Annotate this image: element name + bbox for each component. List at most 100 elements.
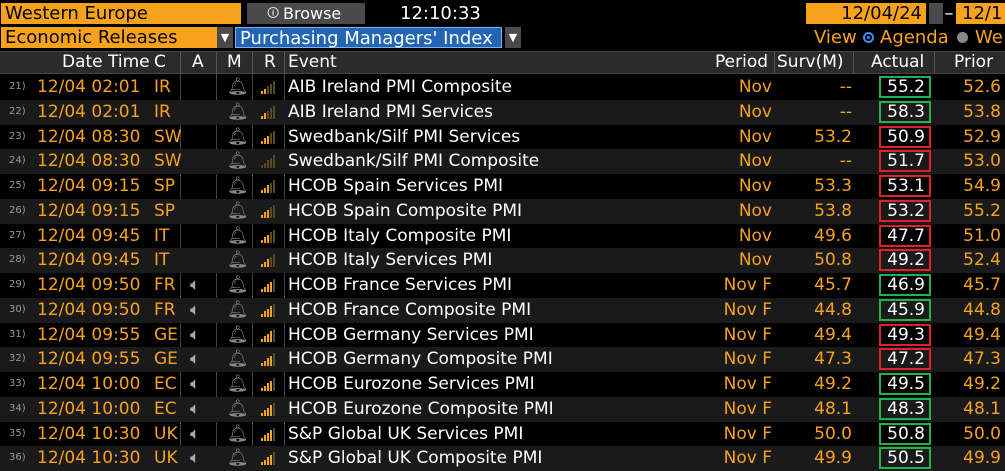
col-datetime[interactable]: Date Time bbox=[62, 52, 150, 72]
row-event: HCOB Eurozone Composite PMI bbox=[288, 398, 554, 419]
row-prior: 53.0 bbox=[963, 151, 1001, 172]
table-row[interactable]: 21) 12/04 02:01 IR 🔔︎ AIB Ireland PMI Compos… bbox=[0, 75, 1005, 100]
browse-label: Browse bbox=[283, 4, 342, 23]
row-event: S&P Global UK Composite PMI bbox=[288, 448, 543, 469]
speaker-icon[interactable]: 🔈︎ bbox=[190, 349, 201, 370]
table-row[interactable]: 33) 12/04 10:00 EC 🔈︎ 🔔︎ HCOB Eurozone Servic… bbox=[0, 372, 1005, 397]
bell-icon[interactable]: 🔔︎ bbox=[227, 200, 249, 221]
table-row[interactable]: 22) 12/04 02:01 IR 🔔︎ AIB Ireland PMI Servic… bbox=[0, 99, 1005, 125]
speaker-icon[interactable]: 🔈︎ bbox=[190, 324, 201, 345]
row-actual: 51.7 bbox=[887, 151, 925, 172]
row-number: 27) bbox=[9, 229, 26, 241]
bell-icon[interactable]: 🔔︎ bbox=[227, 151, 249, 172]
speaker-icon[interactable]: 🔈︎ bbox=[190, 423, 201, 444]
table-row[interactable]: 23) 12/04 08:30 SW 🔔︎ Swedbank/Silf PMI Serv… bbox=[0, 125, 1005, 150]
actual-highlight-box bbox=[879, 76, 931, 98]
row-datetime: 12/04 09:55 bbox=[37, 324, 141, 345]
calendar-icon[interactable] bbox=[929, 3, 943, 24]
table-row[interactable]: 34) 12/04 10:00 EC 🔈︎ 🔔︎ HCOB Eurozone Compos… bbox=[0, 396, 1005, 422]
row-event: Swedbank/Silf PMI Services bbox=[288, 126, 521, 147]
start-date-field[interactable]: 12/04/24 bbox=[806, 3, 926, 24]
speaker-icon[interactable]: 🔈︎ bbox=[190, 275, 201, 295]
table-row[interactable]: 25) 12/04 09:15 SP 🔔︎ HCOB Spain Services PM… bbox=[0, 174, 1005, 199]
row-event: HCOB Germany Composite PMI bbox=[288, 349, 553, 370]
actual-highlight-box bbox=[879, 422, 931, 445]
row-datetime: 12/04 10:00 bbox=[37, 398, 141, 419]
row-number: 25) bbox=[9, 180, 26, 191]
col-m[interactable]: M bbox=[227, 52, 242, 72]
col-event[interactable]: Event bbox=[288, 52, 337, 72]
table-row[interactable]: 28) 12/04 09:45 IT 🔔︎ HCOB Italy Services PM… bbox=[0, 248, 1005, 274]
filter-selector[interactable]: Purchasing Managers' Index bbox=[235, 27, 502, 49]
col-r[interactable]: R bbox=[264, 52, 276, 72]
row-country: SW bbox=[154, 151, 182, 172]
actual-highlight-box bbox=[879, 175, 931, 197]
bell-icon[interactable]: 🔔︎ bbox=[227, 250, 249, 271]
col-prior[interactable]: Prior bbox=[954, 52, 994, 72]
weekly-label[interactable]: We bbox=[975, 27, 1003, 48]
speaker-icon[interactable]: 🔈︎ bbox=[190, 299, 201, 320]
row-survey: 49.6 bbox=[814, 225, 852, 246]
browse-button[interactable]: 🛈 Browse bbox=[247, 3, 365, 24]
row-actual: 50.5 bbox=[887, 448, 925, 469]
table-row[interactable]: 27) 12/04 09:45 IT 🔔︎ HCOB Italy Composite P… bbox=[0, 224, 1005, 249]
col-actual[interactable]: Actual bbox=[871, 52, 925, 72]
col-period[interactable]: Period bbox=[715, 52, 769, 72]
bell-icon[interactable]: 🔔︎ bbox=[227, 225, 249, 246]
row-period: Nov bbox=[738, 200, 772, 221]
speaker-icon[interactable]: 🔈︎ bbox=[190, 374, 201, 394]
bell-icon[interactable]: 🔔︎ bbox=[227, 349, 249, 370]
bell-icon[interactable]: 🔔︎ bbox=[227, 324, 249, 345]
table-row[interactable]: 31) 12/04 09:55 GE 🔈︎ 🔔︎ HCOB Germany Service… bbox=[0, 323, 1005, 348]
bell-icon[interactable]: 🔔︎ bbox=[227, 374, 249, 394]
relevance-bars-icon bbox=[261, 328, 277, 342]
table-row[interactable]: 32) 12/04 09:55 GE 🔈︎ 🔔︎ HCOB Germany Composi… bbox=[0, 347, 1005, 373]
chevron-down-icon[interactable]: ▼ bbox=[217, 27, 233, 48]
row-actual: 47.7 bbox=[887, 225, 925, 246]
row-survey: -- bbox=[839, 101, 852, 122]
actual-highlight-box bbox=[879, 199, 931, 222]
col-a[interactable]: A bbox=[192, 52, 204, 72]
row-prior: 44.8 bbox=[963, 299, 1001, 320]
table-row[interactable]: 24) 12/04 08:30 SW 🔔︎ Swedbank/Silf PMI Comp… bbox=[0, 149, 1005, 175]
bell-icon[interactable]: 🔔︎ bbox=[227, 101, 249, 122]
col-survey[interactable]: Surv(M) bbox=[777, 52, 844, 72]
agenda-label[interactable]: Agenda bbox=[880, 27, 949, 48]
table-row[interactable]: 26) 12/04 09:15 SP 🔔︎ HCOB Spain Composite P… bbox=[0, 198, 1005, 224]
end-date-field[interactable]: 12/1 bbox=[956, 3, 1005, 24]
agenda-radio[interactable] bbox=[863, 32, 874, 43]
table-row[interactable]: 35) 12/04 10:30 UK 🔈︎ 🔔︎ S&P Global UK Servic… bbox=[0, 422, 1005, 447]
actual-highlight-box bbox=[879, 125, 931, 148]
bell-icon[interactable]: 🔔︎ bbox=[227, 423, 249, 444]
table-row[interactable]: 36) 12/04 10:30 UK 🔈︎ 🔔︎ S&P Global UK Compos… bbox=[0, 446, 1005, 471]
row-number: 32) bbox=[9, 353, 26, 365]
row-prior: 48.1 bbox=[963, 398, 1001, 419]
row-country: EC bbox=[154, 374, 177, 394]
row-datetime: 12/04 09:15 bbox=[37, 200, 141, 221]
table-row[interactable]: 30) 12/04 09:50 FR 🔈︎ 🔔︎ HCOB France Composit… bbox=[0, 297, 1005, 323]
row-survey: 45.7 bbox=[814, 275, 852, 295]
row-event: HCOB Italy Composite PMI bbox=[288, 225, 512, 246]
row-event: S&P Global UK Services PMI bbox=[288, 423, 524, 444]
bell-icon[interactable]: 🔔︎ bbox=[227, 126, 249, 147]
bell-icon[interactable]: 🔔︎ bbox=[227, 77, 249, 97]
row-datetime: 12/04 08:30 bbox=[37, 126, 141, 147]
table-row[interactable]: 29) 12/04 09:50 FR 🔈︎ 🔔︎ HCOB France Services… bbox=[0, 273, 1005, 298]
row-number: 33) bbox=[9, 378, 26, 389]
row-country: IT bbox=[154, 225, 170, 246]
bell-icon[interactable]: 🔔︎ bbox=[227, 448, 249, 469]
bell-icon[interactable]: 🔔︎ bbox=[227, 275, 249, 295]
bell-icon[interactable]: 🔔︎ bbox=[227, 176, 249, 196]
col-country[interactable]: C bbox=[154, 52, 166, 72]
bell-icon[interactable]: 🔔︎ bbox=[227, 299, 249, 320]
row-survey: -- bbox=[839, 77, 852, 97]
row-country: EC bbox=[154, 398, 177, 419]
relevance-bars-icon bbox=[261, 105, 277, 119]
region-selector[interactable]: Western Europe bbox=[1, 3, 241, 24]
releases-selector[interactable]: Economic Releases bbox=[1, 27, 217, 48]
speaker-icon[interactable]: 🔈︎ bbox=[190, 448, 201, 469]
weekly-radio[interactable] bbox=[957, 32, 968, 43]
speaker-icon[interactable]: 🔈︎ bbox=[190, 398, 201, 419]
chevron-down-icon[interactable]: ▼ bbox=[505, 27, 521, 48]
bell-icon[interactable]: 🔔︎ bbox=[227, 398, 249, 419]
